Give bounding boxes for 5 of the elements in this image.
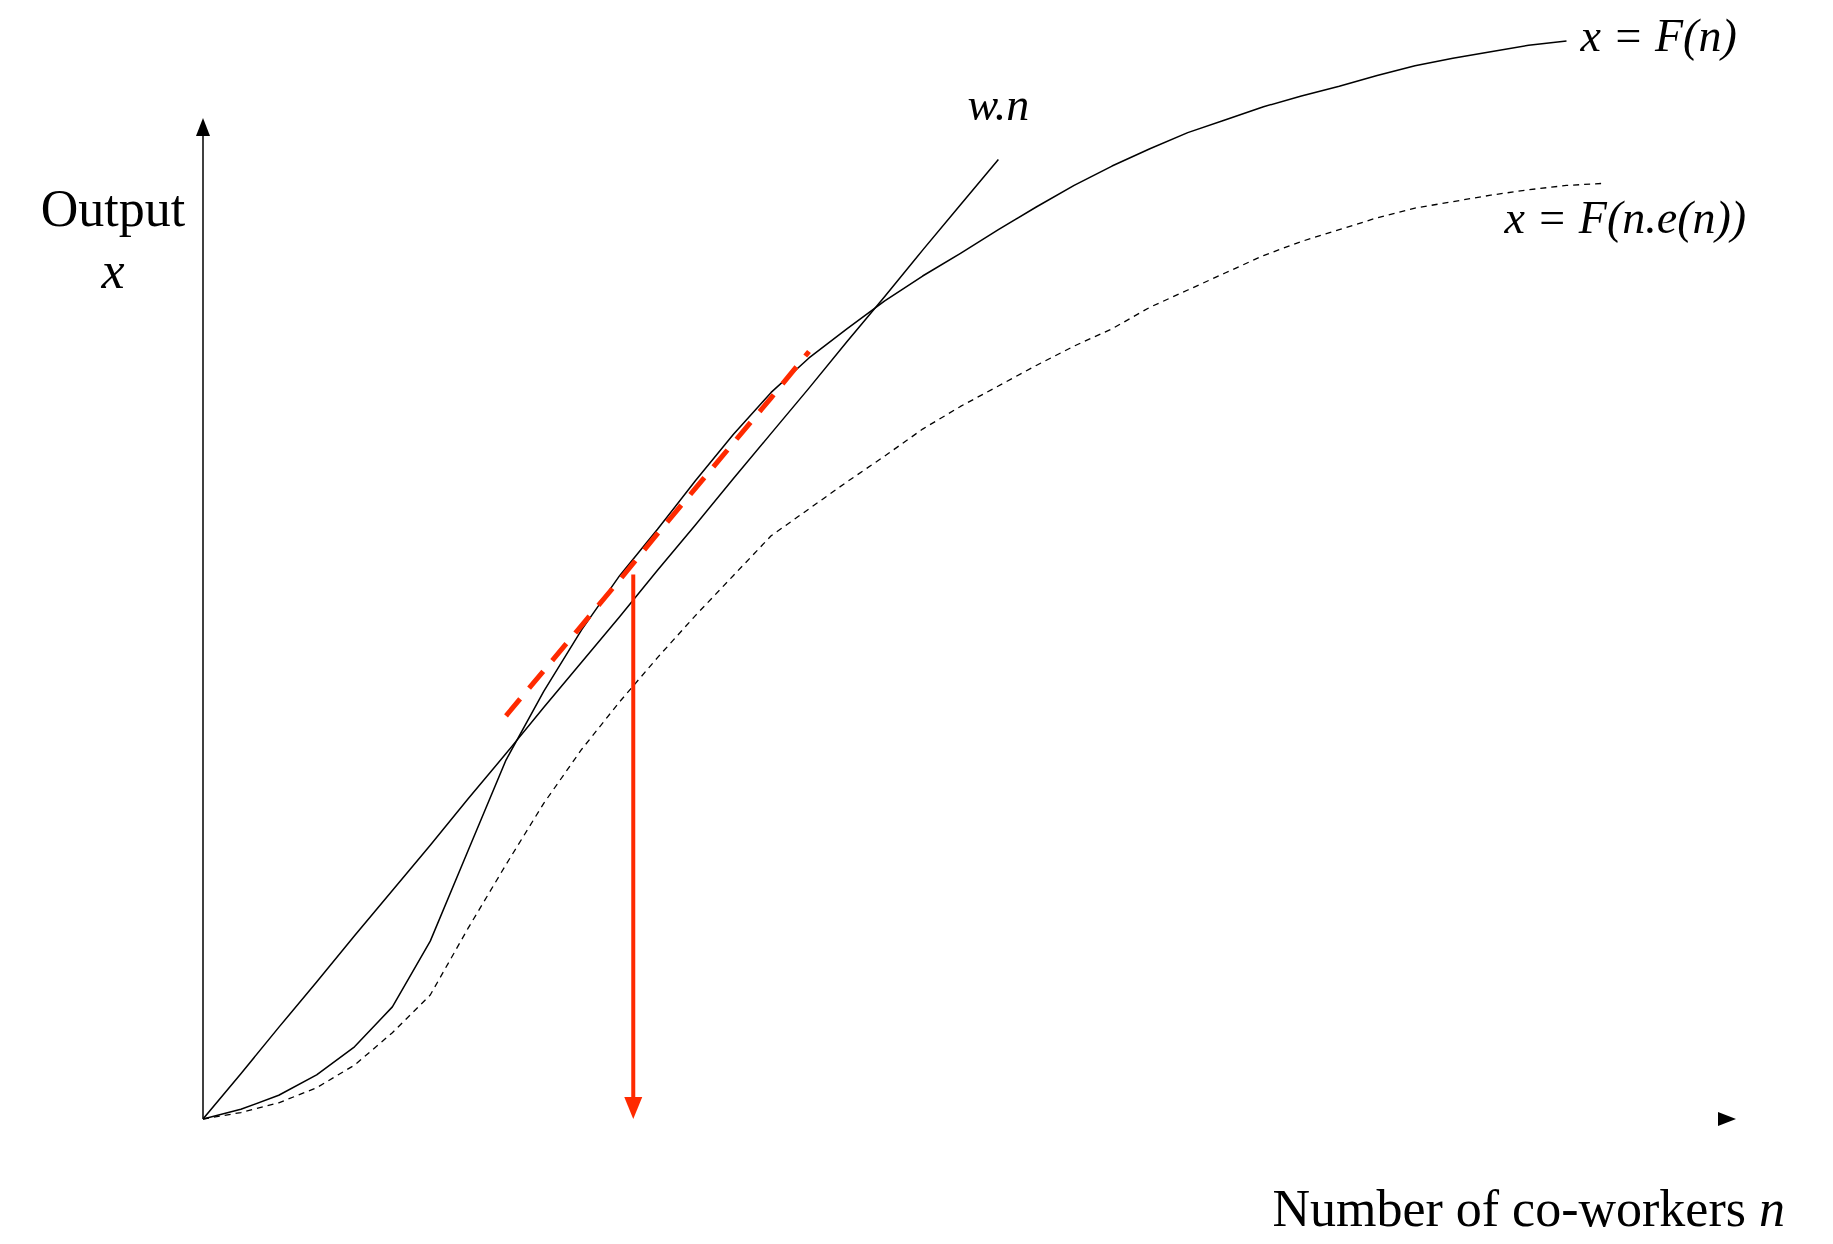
series-label: w.n	[967, 78, 1030, 130]
x-axis-title: Number of co-workers n	[1272, 1180, 1785, 1237]
y-axis-title: Output x	[40, 180, 186, 299]
series-label: x = F(n)	[1579, 10, 1737, 61]
series-label: x = F(n.e(n))	[1503, 192, 1747, 244]
